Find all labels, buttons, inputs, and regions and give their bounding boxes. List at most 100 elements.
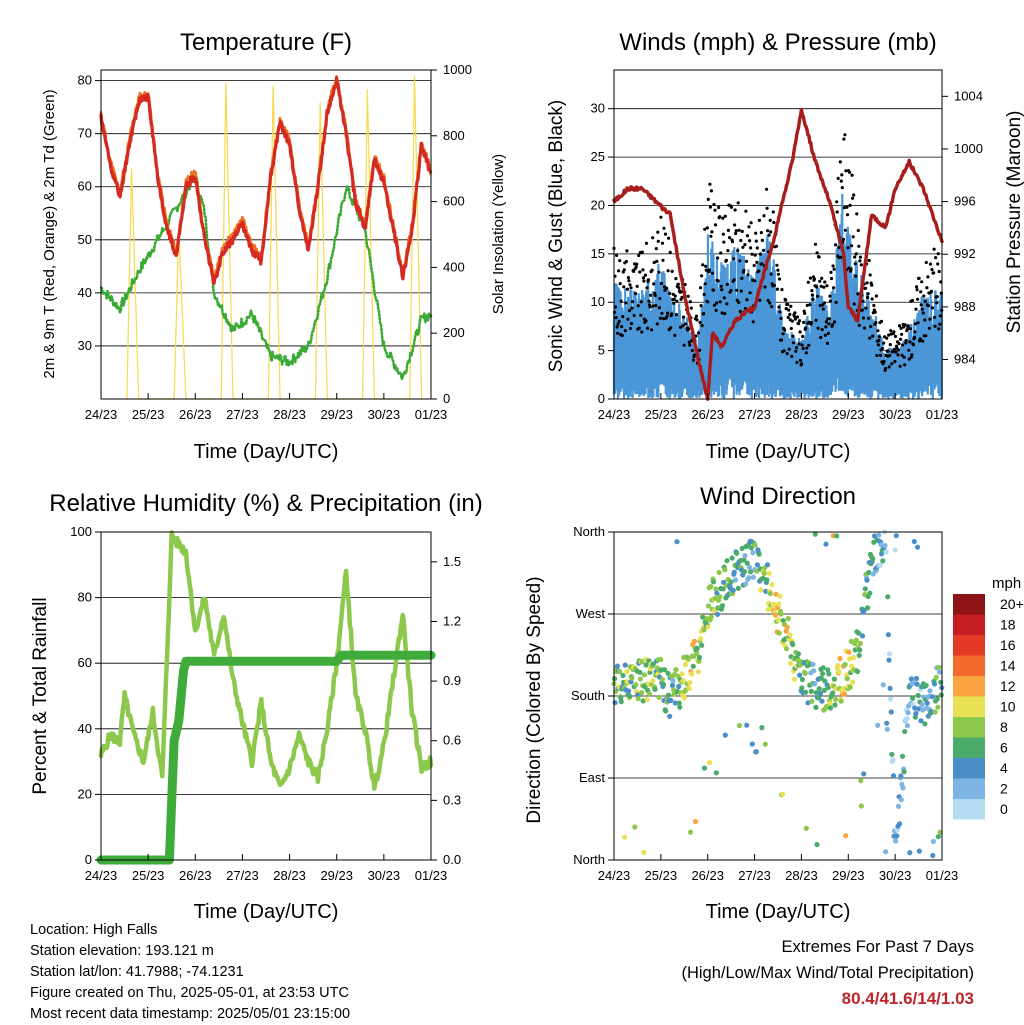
- legend-label: 16: [1000, 637, 1016, 653]
- direction-point: [847, 656, 853, 662]
- direction-point: [914, 681, 920, 687]
- direction-point: [830, 690, 836, 696]
- legend-swatch: [953, 635, 985, 656]
- x-tick-label: 29/23: [832, 868, 865, 883]
- legend-label: 0: [1000, 801, 1008, 817]
- y-tick-label: 20: [78, 786, 92, 801]
- direction-point: [692, 818, 699, 825]
- x-tick-label: 01/23: [415, 407, 448, 422]
- direction-point: [672, 700, 678, 706]
- direction-point: [841, 691, 848, 697]
- direction-point: [690, 663, 696, 669]
- direction-point: [735, 585, 741, 591]
- winds-panel: Winds (mph) & Pressure (mb) 24/23 25/23 26…: [546, 29, 1024, 463]
- direction-point: [862, 586, 868, 592]
- x-tick-label: 27/23: [226, 407, 259, 422]
- extremes-subtitle: (High/Low/Max Wind/Total Precipitation): [681, 964, 974, 982]
- direction-point: [849, 679, 856, 685]
- x-tick-label: 01/23: [926, 868, 959, 883]
- direction-point: [669, 682, 676, 689]
- direction-point: [752, 542, 758, 548]
- direction-point: [916, 706, 922, 712]
- direction-point: [756, 551, 762, 557]
- direction-point: [694, 645, 700, 651]
- station-elevation: Station elevation: 193.121 m: [30, 943, 214, 959]
- direction-point: [854, 668, 861, 675]
- direction-point: [680, 678, 686, 684]
- direction-point: [707, 760, 713, 766]
- direction-point: [734, 550, 740, 556]
- solar-insolation-line: [126, 75, 423, 400]
- direction-point: [658, 656, 664, 663]
- direction-point: [813, 704, 819, 711]
- direction-point: [799, 685, 805, 691]
- direction-point: [741, 569, 748, 575]
- legend-swatch: [953, 594, 985, 615]
- direction-point: [676, 700, 682, 706]
- direction-point: [639, 690, 645, 696]
- direction-point: [656, 694, 662, 701]
- direction-point: [742, 553, 748, 559]
- direction-point: [857, 647, 863, 653]
- direction-point: [805, 700, 811, 706]
- direction-point: [813, 690, 820, 696]
- direction-point: [812, 681, 818, 687]
- y-tick-label: 80: [78, 73, 92, 88]
- temperature-panel: Temperature (F) 24/23 25/23 26/23 27/23 28/2…: [41, 29, 507, 463]
- direction-point: [888, 709, 894, 715]
- y-tick-label: 15: [591, 246, 605, 261]
- direction-point: [767, 590, 773, 597]
- direction-point: [809, 698, 815, 704]
- legend-swatch: [953, 676, 985, 697]
- y2-tick-label: 1004: [954, 88, 983, 103]
- y-tick-label: North: [573, 524, 605, 539]
- direction-point: [935, 704, 941, 710]
- direction-point: [640, 698, 646, 704]
- direction-point: [816, 686, 822, 692]
- direction-point: [760, 575, 766, 581]
- direction-point: [890, 773, 897, 779]
- extremes-title: Extremes For Past 7 Days: [781, 938, 974, 956]
- direction-point: [618, 699, 624, 705]
- x-tick-label: 24/23: [85, 407, 118, 422]
- direction-point: [832, 696, 839, 703]
- direction-point: [912, 705, 918, 711]
- direction-point: [900, 785, 906, 791]
- direction-point: [665, 692, 672, 698]
- y-tick-label: 80: [78, 590, 92, 605]
- direction-point: [670, 678, 676, 684]
- direction-point: [739, 545, 745, 552]
- direction-point: [632, 824, 638, 830]
- y-tick-label: 10: [591, 294, 605, 309]
- direction-point: [929, 694, 935, 700]
- winds-ylabel: Sonic Wind & Gust (Blue, Black): [546, 100, 567, 372]
- speed-legend-title: mph: [992, 575, 1021, 592]
- direction-point: [846, 649, 852, 655]
- direction-point: [641, 672, 648, 678]
- x-tick-label: 30/23: [368, 868, 401, 883]
- temp-2m-line: [99, 76, 433, 285]
- direction-point: [933, 674, 939, 681]
- direction-point: [820, 665, 826, 671]
- direction-point: [890, 757, 896, 763]
- y-tick-label: West: [576, 606, 606, 621]
- extremes-box: Extremes For Past 7 Days (High/Low/Max W…: [681, 934, 974, 1012]
- legend-label: 18: [1000, 617, 1016, 633]
- direction-point: [913, 675, 920, 682]
- direction-point: [716, 569, 722, 576]
- direction-point: [790, 641, 796, 648]
- direction-point: [743, 581, 749, 587]
- direction-point: [708, 614, 714, 620]
- direction-point: [930, 852, 936, 859]
- direction-point: [744, 722, 750, 728]
- direction-point: [772, 612, 779, 618]
- x-tick-label: 26/23: [179, 407, 212, 422]
- direction-point: [758, 587, 764, 593]
- direction-point: [701, 765, 708, 771]
- direction-point: [857, 640, 863, 647]
- legend-label: 4: [1000, 760, 1008, 776]
- humidity-plot-frame: [100, 531, 432, 861]
- x-tick-label: 26/23: [179, 868, 212, 883]
- direction-point: [875, 722, 881, 728]
- x-tick-label: 24/23: [598, 868, 631, 883]
